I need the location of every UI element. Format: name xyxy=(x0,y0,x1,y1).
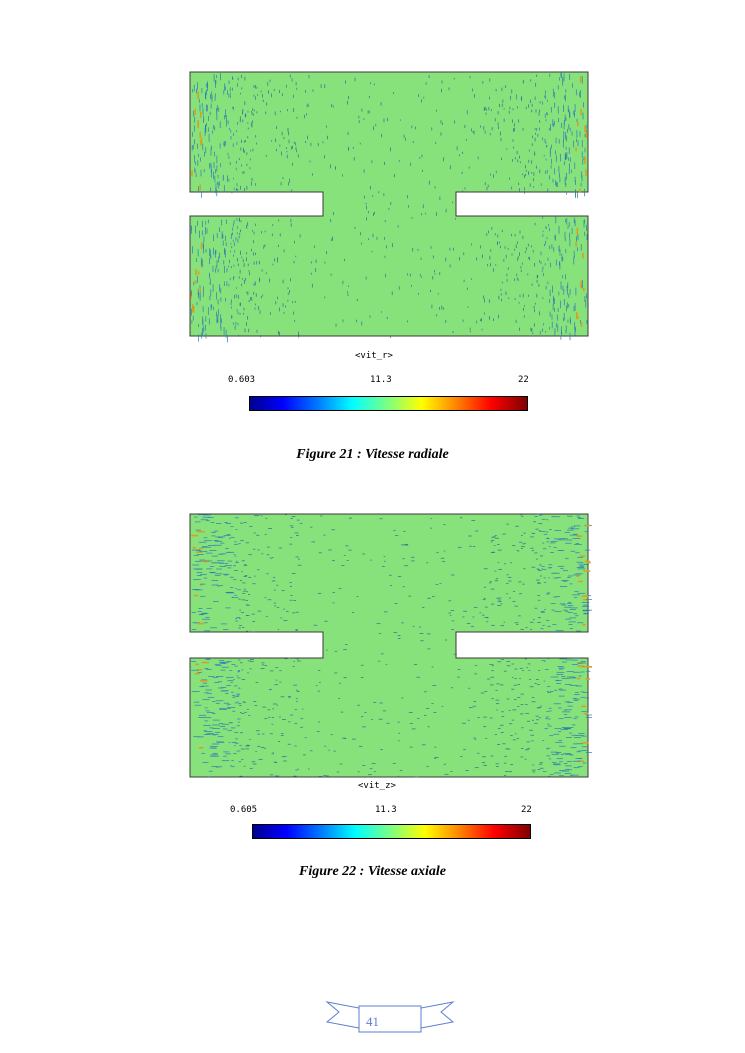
ribbon-icon xyxy=(325,1001,455,1033)
figure-21-colorbar xyxy=(249,396,528,411)
figure-22-scale-max: 22 xyxy=(521,805,532,815)
figure-21-scale-max: 22 xyxy=(518,375,529,385)
figure-22-caption: Figure 22 : Vitesse axiale xyxy=(299,864,446,879)
figure-22-plot xyxy=(188,504,592,782)
page-ribbon xyxy=(325,998,455,1041)
figure-21-scale-min: 0.603 xyxy=(228,375,256,385)
figure-22-scale-min: 0.605 xyxy=(230,805,258,815)
figure-21-plot xyxy=(188,62,592,346)
figure-22-variable-label: <vit_z> xyxy=(358,781,396,791)
radial-velocity-field xyxy=(189,71,589,343)
figure-21-variable-label: <vit_r> xyxy=(355,351,393,361)
page-number: 41 xyxy=(366,1014,379,1029)
figure-21-caption: Figure 21 : Vitesse radiale xyxy=(296,447,449,462)
axial-velocity-field xyxy=(189,513,592,778)
figure-22-scale-mid: 11.3 xyxy=(375,805,397,815)
figure-21-scale-mid: 11.3 xyxy=(370,375,392,385)
figure-22-colorbar xyxy=(252,824,531,839)
